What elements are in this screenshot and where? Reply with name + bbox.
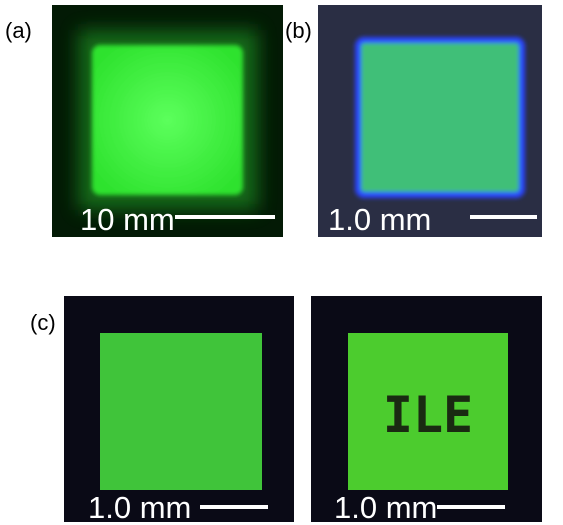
scale-bar-label: 1.0 mm [328, 202, 431, 237]
patterned-text: ILE [383, 386, 473, 444]
emitting-square [100, 333, 262, 490]
panel-c: (c) 1.0 mm ILE 1.0 mm [30, 296, 542, 525]
panel-a: (a) 10 mm [5, 5, 283, 237]
emitting-square [92, 45, 243, 195]
figure: (a) 10 mm (b) 1.0 mm (c) 1.0 mm ILE 1.0 … [0, 0, 563, 525]
panel-label: (a) [5, 18, 32, 43]
emitting-square [358, 40, 522, 195]
scale-bar-label: 10 mm [80, 202, 175, 237]
scale-bar-label: 1.0 mm [88, 490, 191, 525]
panel-b: (b) 1.0 mm [285, 5, 542, 237]
scale-bar-label: 1.0 mm [334, 490, 437, 525]
panel-label: (b) [285, 18, 312, 43]
panel-label: (c) [30, 310, 56, 335]
